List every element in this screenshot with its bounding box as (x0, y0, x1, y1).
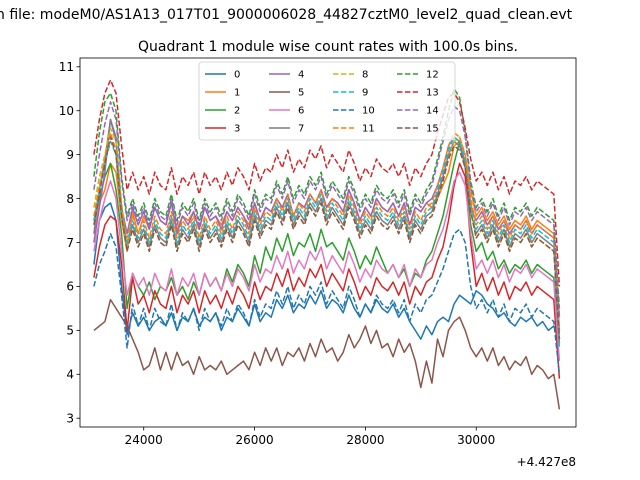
legend-label-7: 7 (298, 124, 304, 135)
series-line-13 (93, 79, 561, 287)
y-tick-label: 4 (66, 368, 74, 382)
series-line-6 (93, 171, 561, 362)
legend-label-14: 14 (426, 106, 439, 117)
legend-label-12: 12 (426, 70, 439, 81)
series-line-9 (93, 136, 561, 348)
x-tick-label: 26000 (235, 433, 273, 447)
x-axis: 24000 26000 28000 30000 (125, 427, 495, 447)
y-tick-label: 6 (66, 280, 74, 294)
y-tick-label: 8 (66, 192, 74, 206)
series-line-3 (93, 162, 561, 379)
series-line-5 (93, 298, 561, 410)
legend-label-10: 10 (362, 106, 375, 117)
y-tick-label: 5 (66, 324, 74, 338)
y-tick-label: 7 (66, 236, 74, 250)
series-line-7 (93, 118, 561, 340)
legend-label-9: 9 (362, 88, 368, 99)
legend-label-13: 13 (426, 88, 439, 99)
series-line-11 (93, 131, 561, 331)
chart-title: Quadrant 1 module wise count rates with … (138, 39, 518, 55)
legend-label-0: 0 (234, 70, 240, 81)
legend-label-5: 5 (298, 88, 304, 99)
y-axis: 3 4 5 6 7 8 9 10 11 (59, 60, 80, 426)
y-tick-label: 11 (59, 60, 74, 74)
series-line-0 (93, 202, 561, 340)
y-tick-label: 9 (66, 148, 74, 162)
x-tick-label: 28000 (346, 433, 384, 447)
legend-label-8: 8 (362, 70, 368, 81)
series-line-14 (93, 101, 561, 318)
legend-frame (198, 61, 456, 141)
y-tick-label: 3 (66, 412, 74, 426)
series-lines (93, 79, 561, 410)
y-tick-label: 10 (59, 104, 74, 118)
legend-label-4: 4 (298, 70, 304, 81)
series-line-4 (93, 118, 561, 331)
series-line-10 (93, 228, 561, 375)
legend-label-15: 15 (426, 124, 439, 135)
figure-suptitle: n file: modeM0/AS1A13_017T01_9000006028_… (0, 7, 573, 23)
legend-label-3: 3 (234, 124, 240, 135)
x-tick-label: 30000 (457, 433, 495, 447)
legend-label-6: 6 (298, 106, 304, 117)
series-line-12 (93, 87, 561, 309)
legend-label-1: 1 (234, 88, 240, 99)
x-axis-offset-text: +4.427e8 (517, 455, 576, 469)
x-tick-label: 24000 (125, 433, 163, 447)
legend-label-2: 2 (234, 106, 240, 117)
series-line-15 (93, 136, 561, 340)
legend-label-11: 11 (362, 124, 375, 135)
series-line-2 (93, 140, 561, 344)
